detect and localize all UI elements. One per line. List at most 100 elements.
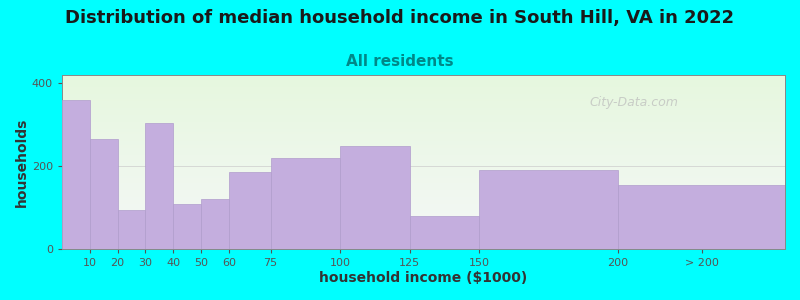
Text: Distribution of median household income in South Hill, VA in 2022: Distribution of median household income … [66, 9, 734, 27]
Bar [618, 185, 785, 249]
Bar [62, 79, 785, 80]
Bar [62, 75, 785, 77]
Bar [62, 218, 785, 220]
Bar [62, 133, 785, 134]
Bar [62, 185, 785, 187]
Bar [62, 167, 785, 169]
Bar [62, 162, 785, 164]
Bar [62, 148, 785, 150]
Bar [62, 178, 785, 179]
Bar [62, 207, 785, 209]
Bar [62, 117, 785, 118]
Bar [410, 216, 479, 249]
Bar [62, 214, 785, 216]
Bar [62, 202, 785, 204]
Bar [270, 158, 340, 249]
Bar [62, 174, 785, 176]
Bar [229, 172, 270, 249]
Bar [62, 179, 785, 181]
Bar [62, 89, 785, 91]
Bar [62, 228, 785, 230]
Bar [62, 242, 785, 244]
Bar [62, 157, 785, 159]
Bar [62, 113, 785, 115]
Bar [62, 216, 785, 218]
Bar [340, 146, 410, 249]
Bar [62, 160, 785, 162]
Bar [62, 244, 785, 246]
Bar [62, 127, 785, 129]
Bar [62, 211, 785, 213]
X-axis label: household income ($1000): household income ($1000) [319, 271, 527, 285]
Text: All residents: All residents [346, 54, 454, 69]
Bar [62, 246, 785, 248]
Bar [62, 235, 785, 237]
Bar [62, 248, 785, 249]
Bar [62, 153, 785, 155]
Bar [62, 106, 785, 108]
Bar [62, 237, 785, 239]
Bar [62, 213, 785, 214]
Bar [62, 192, 785, 194]
Bar [62, 125, 785, 127]
Bar [62, 176, 785, 178]
Bar [146, 123, 173, 249]
Bar [62, 233, 785, 235]
Bar [62, 108, 785, 110]
Bar [62, 131, 785, 133]
Bar [62, 172, 785, 174]
Bar [62, 138, 785, 140]
Bar [62, 221, 785, 223]
Bar [62, 150, 785, 152]
Bar [62, 143, 785, 145]
Bar [62, 159, 785, 161]
Bar [62, 169, 785, 171]
Bar [62, 187, 785, 188]
Bar [62, 115, 785, 117]
Bar [62, 134, 785, 136]
Bar [62, 129, 785, 131]
Bar [118, 210, 146, 249]
Bar [62, 164, 785, 166]
Bar [62, 200, 785, 202]
Bar [62, 112, 785, 113]
Bar [62, 152, 785, 153]
Bar [62, 209, 785, 211]
Bar [201, 200, 229, 249]
Bar [62, 241, 785, 242]
Bar [62, 220, 785, 221]
Bar [62, 103, 785, 105]
Bar [62, 146, 785, 148]
Bar [62, 223, 785, 225]
Bar [62, 84, 785, 85]
Bar [62, 100, 90, 249]
Bar [62, 239, 785, 241]
Bar [62, 230, 785, 232]
Bar [62, 101, 785, 103]
Bar [62, 91, 785, 92]
Bar [62, 136, 785, 138]
Bar [62, 199, 785, 200]
Bar [62, 98, 785, 99]
Bar [62, 183, 785, 185]
Bar [62, 204, 785, 206]
Bar [62, 225, 785, 226]
Bar [62, 181, 785, 183]
Bar [62, 195, 785, 197]
Bar [62, 92, 785, 94]
Bar [62, 120, 785, 122]
Bar [62, 232, 785, 233]
Bar [62, 85, 785, 87]
Bar [62, 190, 785, 192]
Y-axis label: households: households [15, 117, 29, 207]
Bar [62, 145, 785, 146]
Bar [62, 82, 785, 84]
Bar [62, 166, 785, 167]
Bar [62, 124, 785, 125]
Bar [90, 139, 118, 249]
Bar [62, 226, 785, 228]
Bar [62, 171, 785, 172]
Bar [62, 110, 785, 112]
Bar [479, 170, 618, 249]
Bar [62, 194, 785, 195]
